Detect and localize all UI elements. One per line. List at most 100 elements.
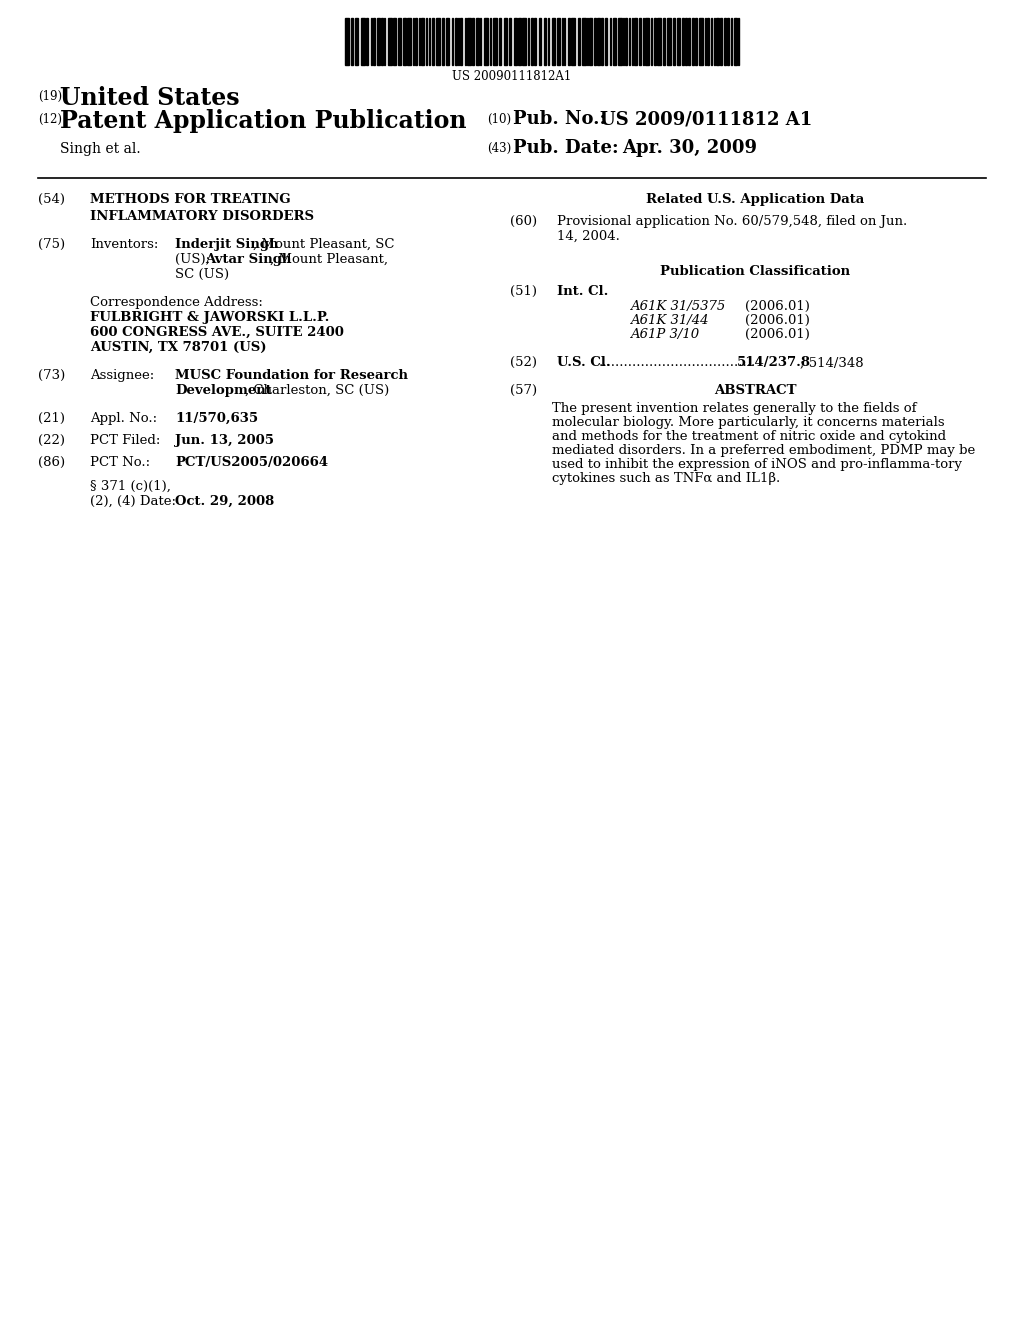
Bar: [562, 18, 563, 65]
Bar: [345, 18, 349, 65]
Bar: [367, 18, 369, 65]
Bar: [493, 18, 497, 65]
Bar: [716, 18, 719, 65]
Bar: [668, 18, 672, 65]
Text: Pub. Date:: Pub. Date:: [513, 139, 618, 157]
Text: INFLAMMATORY DISORDERS: INFLAMMATORY DISORDERS: [90, 210, 314, 223]
Text: Jun. 13, 2005: Jun. 13, 2005: [175, 434, 274, 447]
Text: mediated disorders. In a preferred embodiment, PDMP may be: mediated disorders. In a preferred embod…: [552, 444, 975, 457]
Bar: [360, 18, 365, 65]
Text: A61K 31/5375: A61K 31/5375: [630, 300, 725, 313]
Bar: [476, 18, 479, 65]
Bar: [705, 18, 706, 65]
Bar: [522, 18, 525, 65]
Text: , Mount Pleasant,: , Mount Pleasant,: [270, 253, 388, 267]
Bar: [426, 18, 427, 65]
Bar: [597, 18, 600, 65]
Bar: [699, 18, 703, 65]
Bar: [436, 18, 439, 65]
Bar: [544, 18, 546, 65]
Bar: [458, 18, 460, 65]
Bar: [657, 18, 662, 65]
Text: ABSTRACT: ABSTRACT: [714, 384, 797, 397]
Bar: [568, 18, 569, 65]
Text: (73): (73): [38, 370, 66, 381]
Bar: [509, 18, 511, 65]
Bar: [456, 18, 457, 65]
Text: (86): (86): [38, 455, 66, 469]
Text: Int. Cl.: Int. Cl.: [557, 285, 608, 298]
Text: Oct. 29, 2008: Oct. 29, 2008: [175, 495, 274, 508]
Bar: [582, 18, 586, 65]
Text: (57): (57): [510, 384, 538, 397]
Text: (10): (10): [487, 114, 511, 125]
Bar: [504, 18, 507, 65]
Text: METHODS FOR TREATING: METHODS FOR TREATING: [90, 193, 291, 206]
Bar: [605, 18, 607, 65]
Text: (21): (21): [38, 412, 65, 425]
Bar: [483, 18, 487, 65]
Text: (43): (43): [487, 143, 511, 154]
Text: used to inhibit the expression of iNOS and pro-inflamma­tory: used to inhibit the expression of iNOS a…: [552, 458, 962, 471]
Bar: [695, 18, 697, 65]
Text: U.S. Cl.: U.S. Cl.: [557, 356, 610, 370]
Text: A61K 31/44: A61K 31/44: [630, 314, 709, 327]
Bar: [388, 18, 391, 65]
Text: Related U.S. Application Data: Related U.S. Application Data: [646, 193, 864, 206]
Bar: [685, 18, 687, 65]
Text: (60): (60): [510, 215, 538, 228]
Text: Publication Classification: Publication Classification: [659, 265, 850, 279]
Text: SC (US): SC (US): [175, 268, 229, 281]
Text: ; 514/348: ; 514/348: [800, 356, 863, 370]
Text: PCT/US2005/020664: PCT/US2005/020664: [175, 455, 328, 469]
Text: PCT Filed:: PCT Filed:: [90, 434, 161, 447]
Text: (2006.01): (2006.01): [745, 300, 810, 313]
Text: 600 CONGRESS AVE., SUITE 2400: 600 CONGRESS AVE., SUITE 2400: [90, 326, 344, 339]
Bar: [688, 18, 690, 65]
Text: (US);: (US);: [175, 253, 214, 267]
Bar: [531, 18, 532, 65]
Bar: [639, 18, 641, 65]
Bar: [650, 18, 652, 65]
Bar: [720, 18, 722, 65]
Bar: [613, 18, 616, 65]
Bar: [472, 18, 474, 65]
Bar: [452, 18, 453, 65]
Bar: [727, 18, 729, 65]
Bar: [571, 18, 575, 65]
Text: Pub. No.:: Pub. No.:: [513, 110, 606, 128]
Text: (54): (54): [38, 193, 65, 206]
Bar: [539, 18, 541, 65]
Text: (2006.01): (2006.01): [745, 314, 810, 327]
Text: MUSC Foundation for Research: MUSC Foundation for Research: [175, 370, 408, 381]
Text: The present invention relates generally to the fields of: The present invention relates generally …: [552, 403, 916, 414]
Bar: [392, 18, 396, 65]
Bar: [654, 18, 656, 65]
Bar: [429, 18, 430, 65]
Bar: [371, 18, 372, 65]
Text: Inderjit Singh: Inderjit Singh: [175, 238, 279, 251]
Bar: [421, 18, 424, 65]
Bar: [378, 18, 380, 65]
Text: AUSTIN, TX 78701 (US): AUSTIN, TX 78701 (US): [90, 341, 266, 354]
Text: Singh et al.: Singh et al.: [60, 143, 140, 156]
Bar: [407, 18, 411, 65]
Bar: [625, 18, 627, 65]
Text: PCT No.:: PCT No.:: [90, 455, 151, 469]
Bar: [634, 18, 637, 65]
Bar: [500, 18, 501, 65]
Bar: [535, 18, 537, 65]
Bar: [398, 18, 400, 65]
Bar: [557, 18, 560, 65]
Bar: [350, 18, 352, 65]
Text: (2006.01): (2006.01): [745, 327, 810, 341]
Text: , Charleston, SC (US): , Charleston, SC (US): [245, 384, 389, 397]
Text: US 20090111812A1: US 20090111812A1: [453, 70, 571, 83]
Text: Provisional application No. 60/579,548, filed on Jun.: Provisional application No. 60/579,548, …: [557, 215, 907, 228]
Text: (51): (51): [510, 285, 537, 298]
Bar: [677, 18, 680, 65]
Bar: [578, 18, 580, 65]
Text: US 2009/0111812 A1: US 2009/0111812 A1: [600, 110, 812, 128]
Text: 11/570,635: 11/570,635: [175, 412, 258, 425]
Bar: [552, 18, 555, 65]
